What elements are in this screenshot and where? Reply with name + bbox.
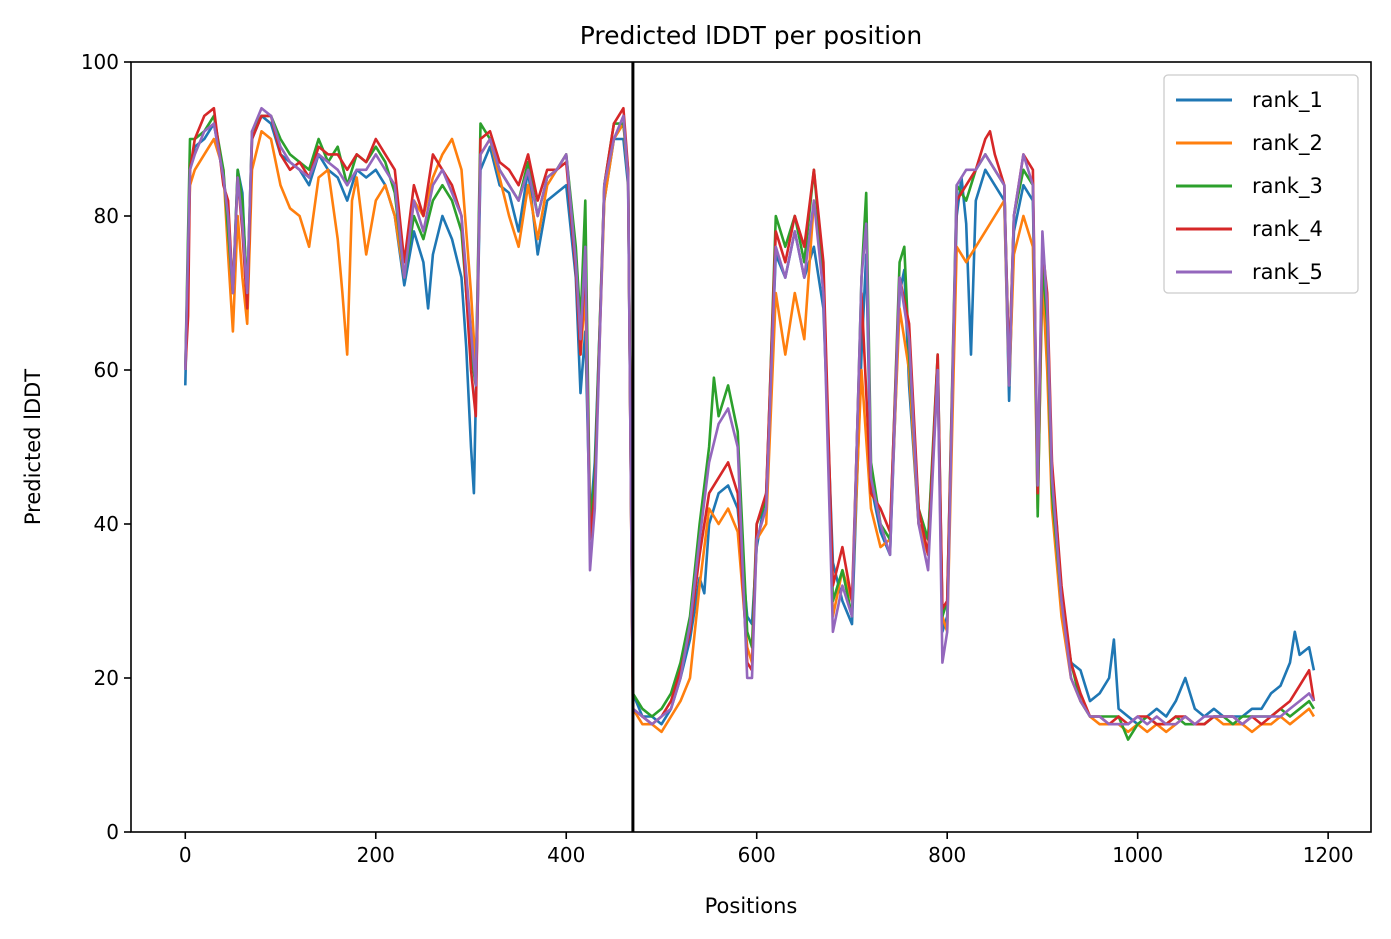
- legend-label-rank_5: rank_5: [1252, 260, 1323, 285]
- x-tick-label: 200: [357, 843, 395, 867]
- y-tick-label: 60: [94, 358, 119, 382]
- series-line-rank_3: [184, 114, 1316, 741]
- series-line-rank_5: [184, 106, 1316, 726]
- chart-title: Predicted lDDT per position: [580, 21, 922, 50]
- series-line-rank_4: [184, 106, 1316, 726]
- x-tick-label: 0: [179, 843, 192, 867]
- series-line-rank_2: [184, 122, 1316, 734]
- plot-frame: [130, 61, 1372, 833]
- y-tick-label: 40: [94, 512, 119, 536]
- y-tick-label: 20: [94, 666, 119, 690]
- y-axis-label: Predicted lDDT: [21, 369, 45, 525]
- legend-label-rank_1: rank_1: [1252, 88, 1323, 113]
- series-line-rank_1: [184, 114, 1316, 726]
- legend-label-rank_3: rank_3: [1252, 174, 1323, 199]
- legend-label-rank_4: rank_4: [1252, 217, 1323, 242]
- x-tick-label: 1000: [1112, 843, 1163, 867]
- x-tick-label: 1200: [1303, 843, 1354, 867]
- legend: rank_1 rank_2 rank_3 rank_4 rank_5: [1163, 74, 1359, 294]
- y-axis: 0 20 40 60 80 100: [81, 50, 131, 844]
- y-tick-label: 80: [94, 204, 119, 228]
- series-layer: [184, 106, 1316, 741]
- x-tick-label: 800: [928, 843, 966, 867]
- legend-box: [1163, 74, 1359, 294]
- x-tick-label: 600: [738, 843, 776, 867]
- y-tick-label: 100: [81, 50, 119, 74]
- y-tick-label: 0: [106, 820, 119, 844]
- x-tick-label: 400: [547, 843, 585, 867]
- x-axis-label: Positions: [705, 894, 798, 918]
- legend-label-rank_2: rank_2: [1252, 131, 1323, 156]
- x-axis: 0 200 400 600 800 1000 1200: [179, 832, 1354, 867]
